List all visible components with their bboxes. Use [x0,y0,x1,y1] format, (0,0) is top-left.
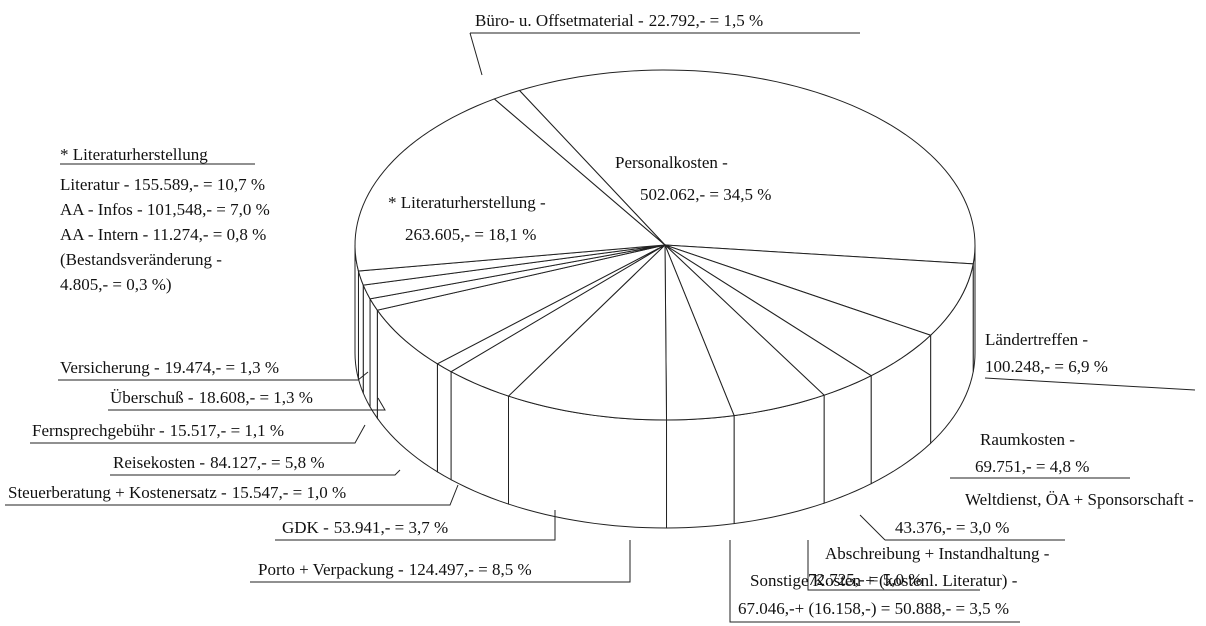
value-label: 100.248,- = 6,9 % [985,357,1108,376]
leader [110,469,401,476]
slice-label-line: Versicherung - 19.474,- = 1,3 % [60,358,279,377]
slice [493,89,666,246]
annotation-line: AA - Intern - 11.274,- = 0,8 % [60,225,266,244]
value-label: 72.725,- = 5,0 % [808,570,922,589]
value-label: 15.517,- = 1,1 % [170,421,284,440]
slice-label: Sonstige Kosten + (kostenl. Literatur) - [750,571,1018,590]
pie-tops [354,69,976,421]
leader [275,510,556,541]
slice-side [369,297,378,420]
slice-label-line: Überschuß - 18.608,- = 1,3 % [110,388,313,407]
slice [354,98,667,272]
slice-label: Ländertreffen - [985,330,1088,349]
slice-label-line: Reisekosten - 84.127,- = 5,8 % [113,453,325,472]
value-label: 18.608,- = 1,3 % [199,388,313,407]
value-label: 263.605,- = 18,1 % [405,225,536,244]
slice-side [436,362,452,481]
slice-label: Büro- u. Offsetmaterial - [475,11,644,30]
underline [984,377,1196,391]
slice [450,244,666,397]
leader [58,371,369,381]
value-label: 69.751,- = 4,8 % [975,457,1089,476]
slice-label: Überschuß - [110,388,194,407]
slice [664,244,826,417]
leader [807,540,980,591]
leader [108,397,386,411]
value-label: 43.376,- = 3,0 % [895,518,1009,537]
annotation-line: (Bestandsveränderung - [60,250,222,269]
slice [664,244,873,396]
slice-label: Steuerberatung + Kostenersatz - [8,483,227,502]
annotation-line: AA - Infos - 101,548,- = 7,0 % [60,200,270,219]
slice-label: Raumkosten - [980,430,1075,449]
value-label: 19.474,- = 1,3 % [165,358,279,377]
slice-label: GDK - [282,518,329,537]
slice [507,243,668,421]
slice-label: Porto + Verpackung - [258,560,404,579]
value-label: 22.792,- = 1,5 % [649,11,763,30]
labels: Personalkosten - 502.062,- = 34,5 % Länder… [8,11,1194,618]
leader [729,540,1020,623]
slice [664,244,974,336]
value-label: 67.046,-+ (16.158,-) = 50.888,- = 3,5 % [738,599,1009,618]
annotation-title: * Literaturherstellung [60,145,208,164]
slice-label: Fernsprechgebühr - [32,421,165,440]
value-label: 502.062,- = 34,5 % [640,185,771,204]
slice-label: Personalkosten - [615,153,728,172]
slice-label: Abschreibung + Instandhaltung - [825,544,1050,563]
slice-label-line: Porto + Verpackung - 124.497,- = 8,5 % [258,560,532,579]
slice-label: Versicherung - [60,358,160,377]
leader [469,32,483,76]
slice-side [823,374,872,504]
leader [250,540,631,583]
slice-label-line: GDK - 53.941,- = 3,7 % [282,518,448,537]
annotation-line: 4.805,- = 0,3 %) [60,275,172,294]
value-label: 124.497,- = 8,5 % [409,560,532,579]
slice [664,244,932,377]
slice-label: Reisekosten - [113,453,205,472]
slice-label-line: Steuerberatung + Kostenersatz - 15.547,- … [8,483,346,502]
leader-lines [5,32,1196,623]
leader [30,424,366,444]
slice-side [362,284,371,408]
value-label: 15.547,- = 1,0 % [232,483,346,502]
leader [5,484,459,506]
slice-label-line: Büro- u. Offsetmaterial - 22.792,- = 1,5 … [475,11,763,30]
value-label: 53.941,- = 3,7 % [334,518,448,537]
slice [376,244,666,365]
slice-label: * Literaturherstellung - [388,193,546,212]
slice-side [357,270,364,394]
value-label: 84.127,- = 5,8 % [210,453,324,472]
annotation-line: Literatur - 155.589,- = 10,7 % [60,175,265,194]
annotation: * Literaturherstellung Literatur - 155.58… [60,145,270,294]
slice-side [733,394,825,525]
slice-side [666,415,735,529]
slice-label-line: Fernsprechgebühr - 15.517,- = 1,1 % [32,421,284,440]
slice [664,244,735,421]
slice-label: Weltdienst, ÖA + Sponsorschaft - [965,490,1194,509]
slice [518,69,976,265]
leader [859,514,886,541]
